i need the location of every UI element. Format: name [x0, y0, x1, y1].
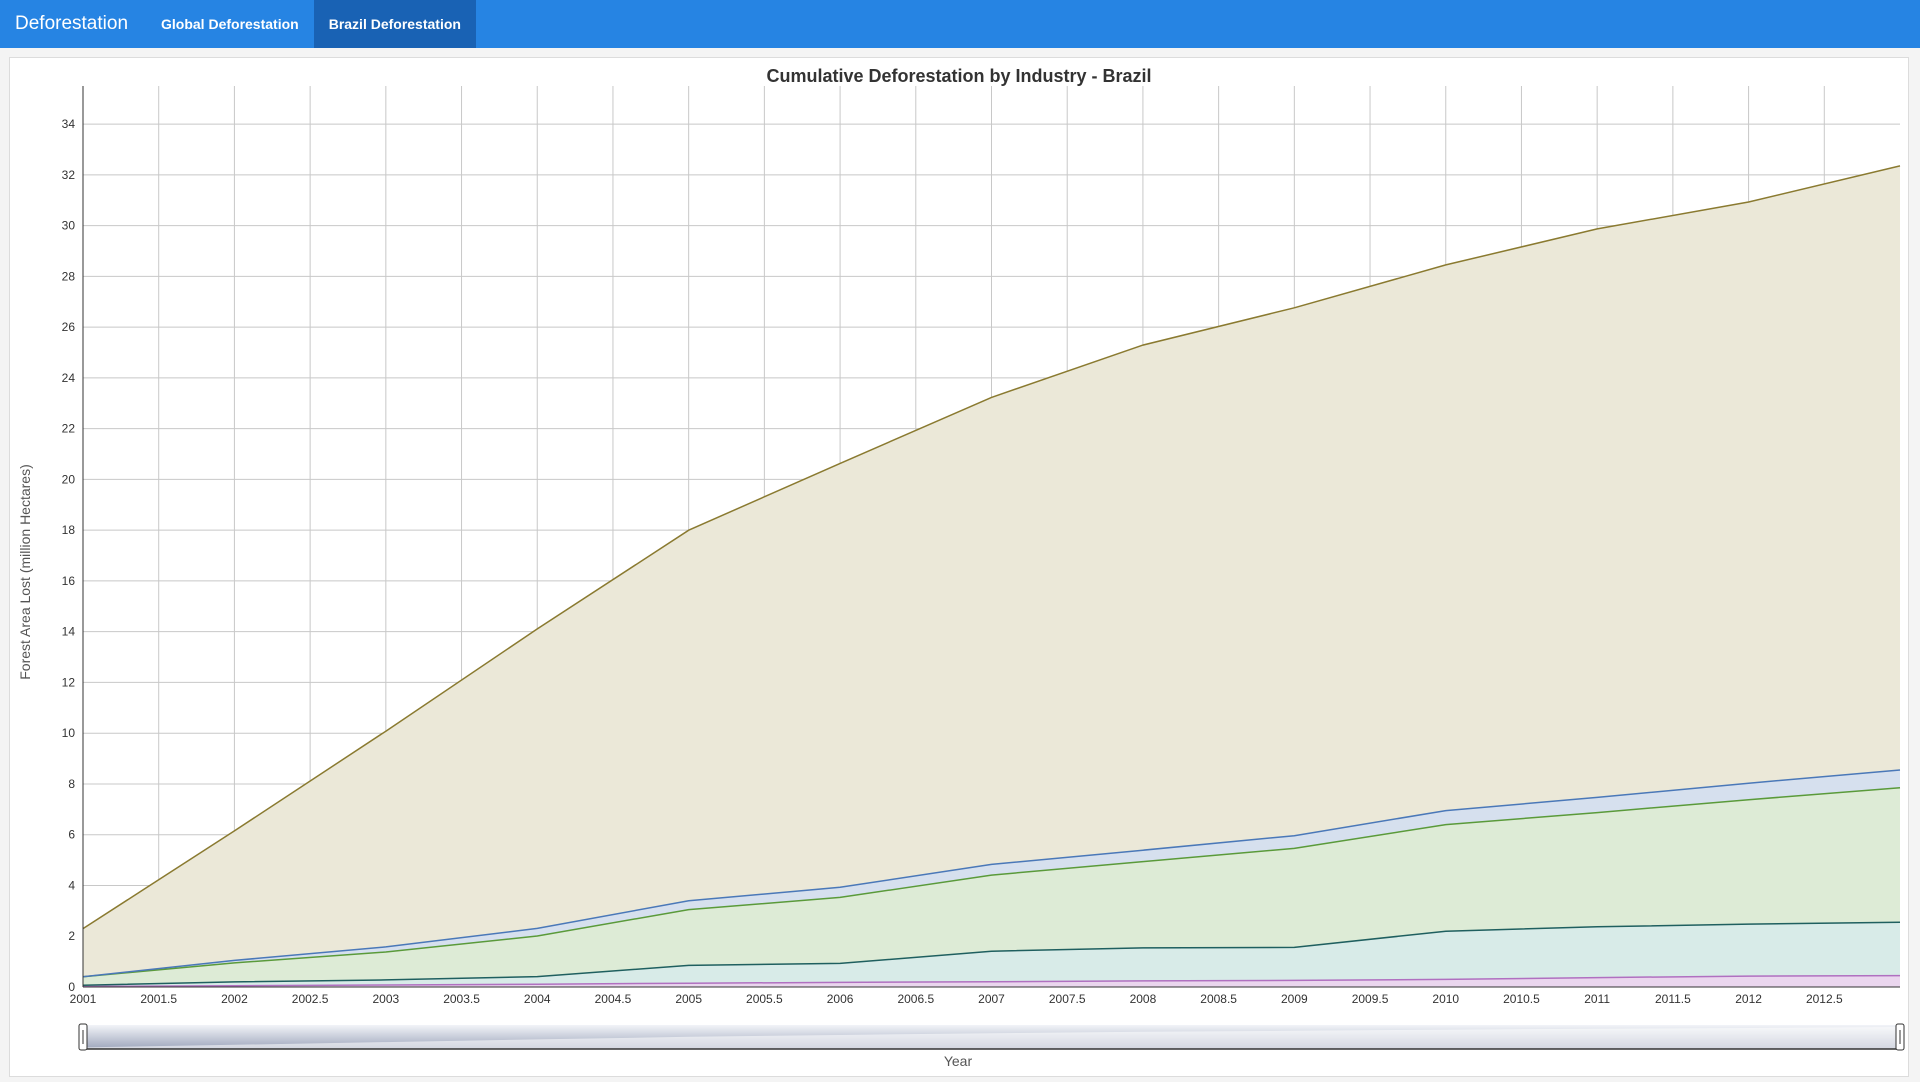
x-tick-label: 2003 — [372, 992, 399, 1006]
series-area-3 — [83, 770, 1900, 977]
x-tick-label: 2010.5 — [1503, 992, 1540, 1006]
y-tick-label: 14 — [62, 625, 76, 639]
y-tick-label: 18 — [62, 523, 76, 537]
x-tick-label: 2007 — [978, 992, 1005, 1006]
x-tick-label: 2001.5 — [140, 992, 177, 1006]
y-tick-label: 10 — [62, 726, 76, 740]
x-tick-label: 2009.5 — [1352, 992, 1389, 1006]
series-area-4 — [83, 165, 1900, 977]
x-axis-label: Year — [944, 1053, 973, 1069]
x-tick-label: 2004 — [524, 992, 551, 1006]
chart-title: Cumulative Deforestation by Industry - B… — [766, 66, 1151, 86]
x-tick-label: 2011 — [1584, 992, 1610, 1006]
series-line-4[interactable] — [82, 165, 1901, 930]
x-tick-label: 2011.5 — [1655, 992, 1691, 1006]
app-brand[interactable]: Deforestation — [15, 13, 129, 34]
x-tick-label: 2006 — [827, 992, 854, 1006]
x-tick-label: 2008.5 — [1200, 992, 1237, 1006]
y-tick-label: 4 — [68, 878, 75, 892]
x-tick-label: 2006.5 — [897, 992, 934, 1006]
range-selector-preview — [83, 1027, 1900, 1049]
y-tick-label: 24 — [62, 371, 76, 385]
y-tick-label: 12 — [62, 675, 76, 689]
x-tick-label: 2012.5 — [1806, 992, 1843, 1006]
series-area-1 — [83, 922, 1900, 987]
x-tick-label: 2001 — [70, 992, 97, 1006]
chart-panel: Cumulative Deforestation by Industry - B… — [9, 57, 1909, 1077]
y-tick-label: 8 — [68, 777, 75, 791]
series-area-0 — [83, 975, 1900, 987]
deforestation-area-chart: Cumulative Deforestation by Industry - B… — [17, 66, 1905, 1069]
y-tick-label: 22 — [62, 422, 76, 436]
x-tick-label: 2008 — [1130, 992, 1157, 1006]
tick-labels: 2001 2001.5 2002 2002.5 2003 2003.5 2004 2004.5… — [62, 117, 1843, 1006]
tab-global-deforestation[interactable]: Global Deforestation — [161, 16, 299, 32]
x-tick-label: 2007.5 — [1049, 992, 1086, 1006]
y-tick-label: 26 — [62, 320, 76, 334]
series-line-3[interactable] — [82, 769, 1901, 978]
tab-brazil-deforestation[interactable]: Brazil Deforestation — [313, 0, 476, 48]
y-tick-label: 0 — [68, 980, 75, 994]
x-tick-label: 2002.5 — [292, 992, 329, 1006]
series-line-1[interactable] — [82, 921, 1901, 986]
series-areas — [83, 165, 1900, 987]
series-line-0[interactable] — [82, 974, 1901, 988]
x-tick-label: 2002 — [221, 992, 248, 1006]
axes — [82, 86, 1900, 988]
y-tick-label: 34 — [62, 117, 76, 131]
series-line-2[interactable] — [82, 787, 1901, 978]
y-axis-label: Forest Area Lost (million Hectares) — [17, 464, 33, 680]
x-tick-label: 2004.5 — [595, 992, 632, 1006]
y-tick-label: 28 — [62, 269, 76, 283]
x-tick-label: 2003.5 — [443, 992, 480, 1006]
x-tick-label: 2012 — [1735, 992, 1762, 1006]
range-selector[interactable] — [78, 1023, 1905, 1051]
series-area-2 — [83, 787, 1900, 986]
series-lines — [82, 165, 1901, 988]
x-tick-label: 2009 — [1281, 992, 1308, 1006]
y-tick-label: 30 — [62, 219, 76, 233]
y-tick-label: 20 — [62, 472, 76, 486]
y-tick-label: 2 — [68, 929, 75, 943]
x-tick-label: 2005.5 — [746, 992, 783, 1006]
y-tick-label: 16 — [62, 574, 76, 588]
y-tick-label: 6 — [68, 828, 75, 842]
x-tick-label: 2010 — [1432, 992, 1459, 1006]
y-tick-label: 32 — [62, 168, 76, 182]
top-navbar: Deforestation Global Deforestation Brazi… — [0, 0, 1920, 48]
x-tick-label: 2005 — [675, 992, 702, 1006]
